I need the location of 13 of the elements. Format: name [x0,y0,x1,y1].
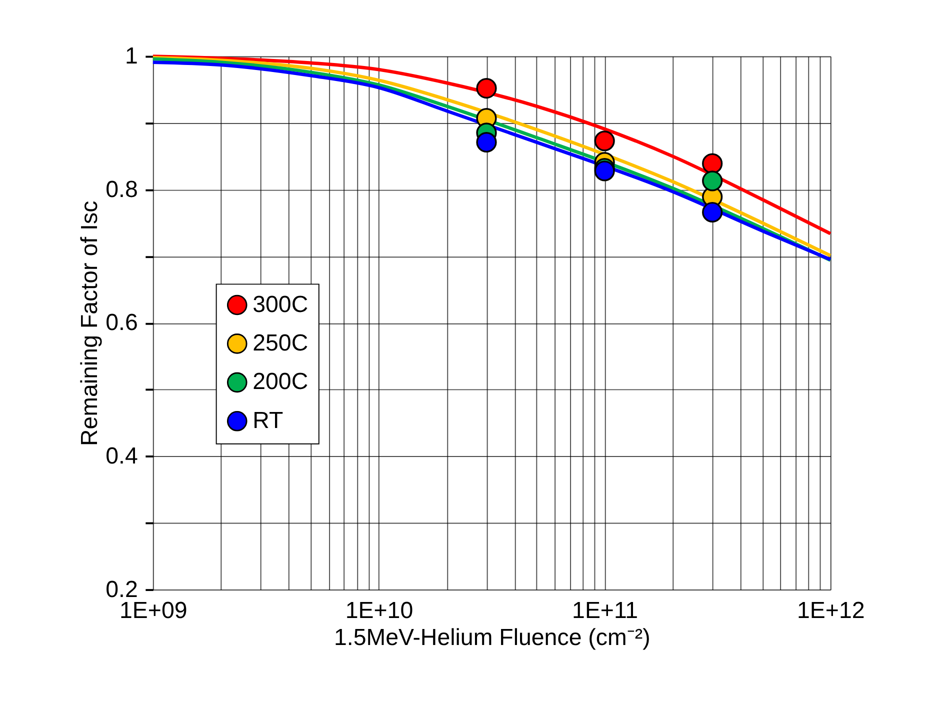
legend-label: 250C [252,329,308,356]
legend-label: RT [252,406,284,433]
x-tick-label: 1E+12 [796,597,865,624]
x-tick-label: 1E+11 [572,597,638,624]
y-tick-label: 0.8 [106,176,138,202]
y-axis-title: Remaining Factor of Isc [76,200,102,446]
legend-label: 200C [252,368,308,394]
x-tick-label: 1E+10 [345,597,414,624]
y-tick-label: 1 [124,42,138,69]
y-tick-label: 0.4 [106,442,138,468]
y-tick-label: 0.6 [106,309,138,336]
legend-label: 300C [252,290,308,317]
x-axis-title: 1.5MeV-Helium Fluence (cm⁻²) [334,624,650,650]
